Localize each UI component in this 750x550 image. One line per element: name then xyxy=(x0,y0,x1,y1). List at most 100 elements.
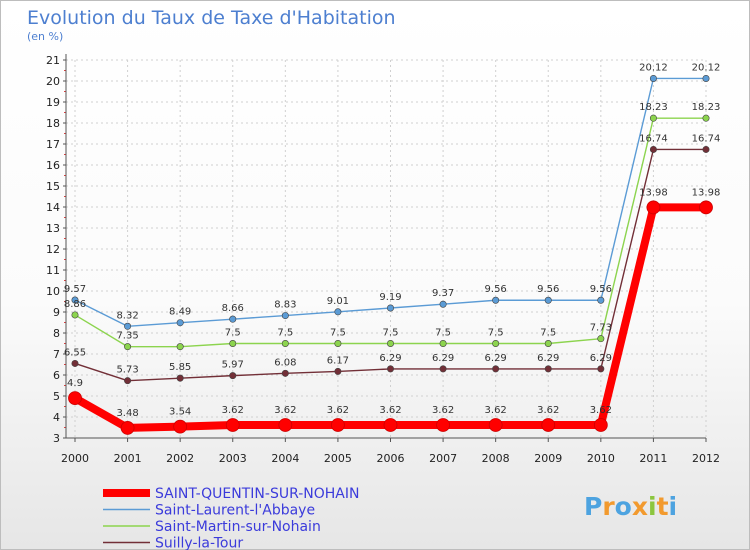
data-label: 6.29 xyxy=(379,353,401,364)
data-point xyxy=(439,300,447,308)
data-label: 9.01 xyxy=(327,296,349,307)
x-tick-label: 2001 xyxy=(114,452,142,465)
data-point xyxy=(436,418,450,432)
x-tick-label: 2009 xyxy=(534,452,562,465)
data-label: 9.56 xyxy=(485,284,507,295)
data-point xyxy=(492,296,500,304)
logo-letter: P xyxy=(584,492,602,521)
y-tick-label: 13 xyxy=(46,222,60,235)
data-label: 18.23 xyxy=(692,102,721,113)
data-label: 9.56 xyxy=(537,284,559,295)
legend-label: SAINT-QUENTIN-SUR-NOHAIN xyxy=(155,486,360,502)
data-point xyxy=(439,365,447,373)
y-tick-label: 4 xyxy=(53,411,60,424)
data-label: 5.85 xyxy=(169,362,191,373)
data-label: 9.19 xyxy=(379,292,401,303)
logo-letter: o xyxy=(615,492,632,521)
data-point xyxy=(331,418,345,432)
data-point xyxy=(334,367,342,375)
data-point xyxy=(597,335,605,343)
data-point xyxy=(541,418,556,432)
data-label: 6.17 xyxy=(327,355,349,366)
data-point xyxy=(176,374,184,382)
legend-label: Saint-Laurent-l'Abbaye xyxy=(155,503,315,519)
y-tick-label: 19 xyxy=(46,96,60,109)
data-point xyxy=(492,365,500,373)
y-tick-label: 14 xyxy=(46,201,60,214)
logo-letter: i xyxy=(669,492,678,521)
data-point xyxy=(281,369,289,377)
data-point xyxy=(488,418,503,432)
data-label: 3.62 xyxy=(222,405,244,416)
data-point xyxy=(386,339,394,347)
x-tick-label: 2008 xyxy=(482,452,510,465)
y-tick-label: 11 xyxy=(46,264,60,277)
data-label: 13.98 xyxy=(639,187,668,198)
data-point xyxy=(281,339,289,347)
data-label: 6.29 xyxy=(432,353,454,364)
data-point xyxy=(649,145,657,153)
data-label: 20.12 xyxy=(692,62,721,73)
data-labels: 9.57 8.32 8.49 8.66 8.83 9.01 9.19 9.37 9.56 9.56… xyxy=(64,62,720,418)
chart-title: Evolution du Taux de Taxe d'Habitation xyxy=(27,7,396,29)
y-tick-label: 9 xyxy=(53,306,60,319)
data-point xyxy=(386,304,394,312)
data-point xyxy=(544,339,552,347)
y-tick-label: 17 xyxy=(46,138,60,151)
data-point xyxy=(278,418,293,432)
x-tick-label: 2005 xyxy=(324,452,352,465)
data-point xyxy=(120,421,135,435)
data-point xyxy=(229,372,237,380)
x-tick-label: 2012 xyxy=(692,452,720,465)
x-tick-label: 2006 xyxy=(377,452,405,465)
data-label: 5.97 xyxy=(222,360,244,371)
data-point xyxy=(71,311,79,319)
grid-lines xyxy=(66,59,707,439)
legend-label: Suilly-la-Tour xyxy=(155,536,243,550)
data-point xyxy=(593,418,608,432)
data-point xyxy=(281,312,289,320)
y-tick-label: 10 xyxy=(46,285,60,298)
x-tick-label: 2010 xyxy=(587,452,615,465)
data-point xyxy=(173,419,188,434)
data-label: 6.08 xyxy=(274,357,296,368)
data-label: 7.73 xyxy=(590,323,612,334)
data-label: 3.62 xyxy=(590,405,612,416)
data-label: 7.5 xyxy=(540,328,556,339)
logo-letter: i xyxy=(648,492,657,521)
data-label: 3.62 xyxy=(485,405,507,416)
data-label: 7.5 xyxy=(435,328,451,339)
data-label: 6.55 xyxy=(64,347,86,358)
data-label: 8.86 xyxy=(64,299,86,310)
data-point xyxy=(124,343,132,351)
data-label: 6.29 xyxy=(590,353,612,364)
data-label: 8.32 xyxy=(116,310,138,321)
y-tick-label: 16 xyxy=(46,159,60,172)
data-point xyxy=(124,377,132,385)
x-tick-label: 2003 xyxy=(219,452,247,465)
data-point xyxy=(334,339,342,347)
proxiti-logo-text: Proxiti xyxy=(584,492,677,521)
y-tick-label: 18 xyxy=(46,117,60,130)
y-tick-label: 6 xyxy=(53,369,60,382)
data-point xyxy=(68,391,82,406)
data-label: 8.83 xyxy=(274,300,296,311)
y-tick-label: 5 xyxy=(53,390,60,403)
y-tick-labels: 3 4 5 6 7 8 9 10 11 12 13 14 15 16 17 18 19 20 21 xyxy=(46,54,60,445)
y-tick-label: 12 xyxy=(46,243,60,256)
data-label: 3.62 xyxy=(432,405,454,416)
x-tick-label: 2011 xyxy=(639,452,667,465)
data-point xyxy=(702,74,710,82)
data-label: 8.49 xyxy=(169,307,191,318)
data-point xyxy=(597,296,605,304)
data-point xyxy=(229,339,237,347)
data-label: 7.5 xyxy=(488,328,504,339)
data-point xyxy=(225,418,240,432)
data-point xyxy=(71,359,79,367)
data-point xyxy=(646,200,661,215)
x-tick-label: 2002 xyxy=(166,452,194,465)
data-label: 16.74 xyxy=(639,133,668,144)
logo-letter: t xyxy=(657,492,669,521)
data-point xyxy=(71,296,79,304)
y-tick-label: 15 xyxy=(46,180,60,193)
